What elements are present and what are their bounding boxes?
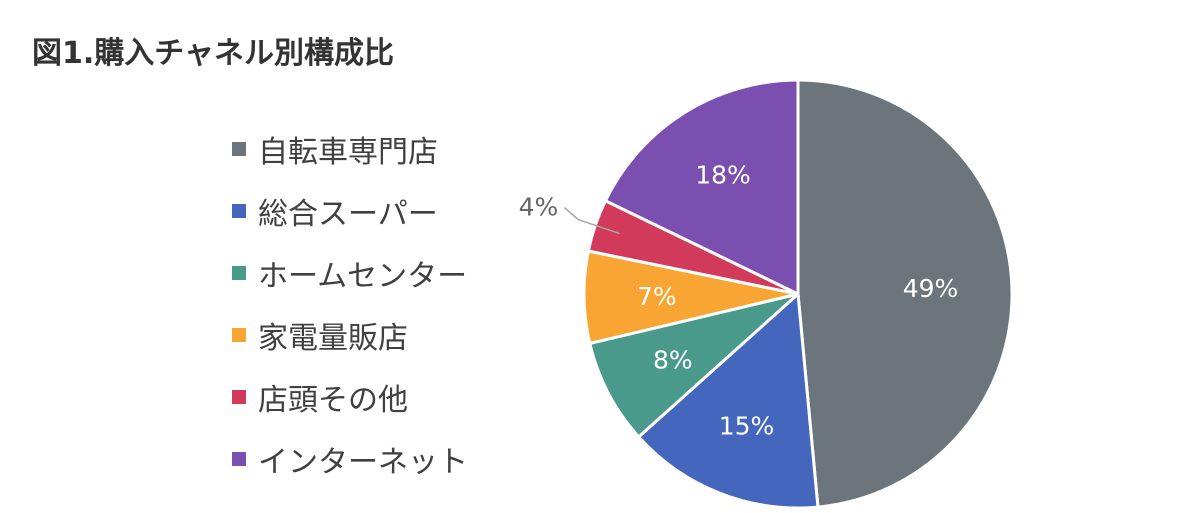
data-label-2: 8% bbox=[653, 345, 693, 374]
legend-item-home-center: ホームセンター bbox=[232, 242, 468, 304]
legend-item-storefront-other: 店頭その他 bbox=[232, 366, 468, 428]
legend-swatch bbox=[232, 328, 246, 342]
pie-slice-5 bbox=[603, 78, 800, 297]
data-label-3: 7% bbox=[637, 282, 677, 311]
data-label-4: 4% bbox=[519, 193, 559, 222]
data-label-0: 49% bbox=[903, 274, 959, 303]
legend-label: 総合スーパー bbox=[258, 197, 438, 232]
legend-swatch bbox=[232, 452, 246, 466]
chart-title: 図1.購入チャネル別構成比 bbox=[32, 36, 394, 71]
pie-slice-2 bbox=[587, 292, 800, 439]
legend-swatch bbox=[232, 204, 246, 218]
legend-swatch bbox=[232, 142, 246, 156]
chart-legend: 自転車専門店 総合スーパー ホームセンター 家電量販店 店頭その他 インターネッ… bbox=[232, 118, 468, 490]
legend-label: 自転車専門店 bbox=[258, 135, 438, 170]
pie-slice-0 bbox=[796, 78, 1014, 509]
legend-item-bicycle-shop: 自転車専門店 bbox=[232, 118, 468, 180]
legend-item-electronics-store: 家電量販店 bbox=[232, 304, 468, 366]
legend-item-supermarket: 総合スーパー bbox=[232, 180, 468, 242]
legend-item-internet: インターネット bbox=[232, 428, 468, 490]
data-label-1: 15% bbox=[719, 412, 775, 441]
legend-swatch bbox=[232, 390, 246, 404]
legend-label: インターネット bbox=[258, 445, 468, 480]
legend-label: 家電量販店 bbox=[258, 321, 408, 356]
legend-label: 店頭その他 bbox=[258, 383, 408, 418]
data-label-5: 18% bbox=[695, 160, 751, 189]
legend-label: ホームセンター bbox=[258, 259, 468, 294]
legend-swatch bbox=[232, 266, 246, 280]
pie-slice-1 bbox=[636, 290, 820, 510]
leader-line-4 bbox=[563, 206, 620, 235]
